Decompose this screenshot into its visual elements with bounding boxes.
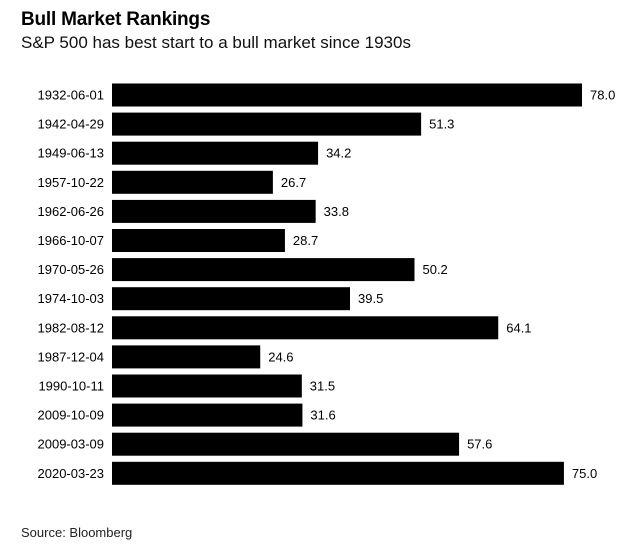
bar — [112, 461, 564, 485]
category-label: 1970-05-26 — [38, 262, 105, 277]
category-label: 1949-06-13 — [38, 146, 105, 161]
bar — [112, 112, 422, 136]
chart-title: Bull Market Rankings — [21, 9, 211, 30]
bar — [112, 287, 351, 311]
value-label: 50.2 — [422, 262, 447, 277]
bar — [112, 141, 319, 165]
value-label: 26.7 — [281, 175, 306, 190]
value-label: 39.5 — [358, 291, 383, 306]
category-label: 1987-12-04 — [38, 349, 105, 364]
category-label: 1932-06-01 — [38, 88, 105, 103]
bar — [112, 432, 460, 456]
value-label: 34.2 — [326, 146, 351, 161]
category-label: 1982-08-12 — [38, 320, 105, 335]
category-label: 1966-10-07 — [38, 233, 105, 248]
source-note: Source: Bloomberg — [21, 525, 133, 540]
bar — [112, 199, 316, 223]
category-label: 2009-03-09 — [38, 437, 105, 452]
bar — [112, 170, 273, 194]
category-label: 1957-10-22 — [38, 175, 105, 190]
value-label: 78.0 — [590, 88, 615, 103]
category-label: 1942-04-29 — [38, 117, 105, 132]
value-label: 28.7 — [293, 233, 318, 248]
bar — [112, 345, 261, 369]
value-label: 33.8 — [324, 204, 349, 219]
bar — [112, 403, 303, 427]
bar — [112, 229, 285, 252]
category-label: 2020-03-23 — [38, 466, 105, 481]
value-label: 51.3 — [429, 117, 454, 132]
bar — [112, 316, 499, 340]
value-label: 57.6 — [467, 437, 492, 452]
value-label: 64.1 — [506, 320, 531, 335]
category-label: 2009-10-09 — [38, 408, 105, 423]
value-label: 75.0 — [572, 466, 597, 481]
category-label: 1990-10-11 — [38, 379, 104, 394]
bar — [112, 374, 302, 398]
chart-subtitle: S&P 500 has best start to a bull market … — [21, 33, 411, 52]
value-label: 31.5 — [310, 379, 335, 394]
value-label: 31.6 — [310, 408, 335, 423]
value-label: 24.6 — [268, 349, 293, 364]
category-label: 1974-10-03 — [38, 291, 105, 306]
category-label: 1962-06-26 — [38, 204, 105, 219]
bar — [112, 258, 415, 282]
bar — [112, 83, 582, 107]
